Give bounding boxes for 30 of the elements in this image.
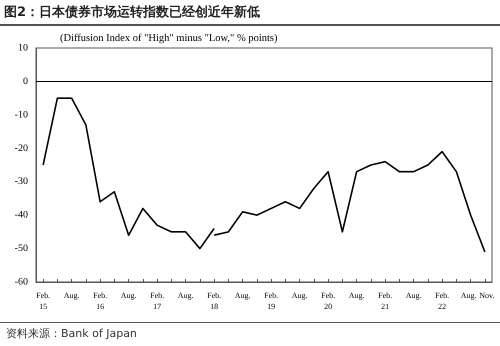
line-series bbox=[42, 97, 215, 250]
y-tick-label: -30 bbox=[14, 176, 28, 188]
x-tick-label: Feb. 19 bbox=[264, 291, 278, 311]
y-tick-label: -60 bbox=[14, 276, 28, 288]
x-tick-label: Aug. bbox=[292, 291, 308, 300]
x-tick-label: Aug. bbox=[348, 291, 365, 300]
x-tick-label: Feb. 18 bbox=[207, 291, 222, 311]
y-tick-label: -50 bbox=[14, 243, 28, 254]
y-tick-label: -10 bbox=[14, 109, 28, 120]
text: 资料来源：Bank of Japan bbox=[6, 326, 137, 341]
x-tick-label: Nov. bbox=[479, 291, 495, 300]
x-tick-label: Aug. bbox=[178, 291, 194, 300]
y-tick-label: -40 bbox=[14, 210, 28, 221]
y-tick-label: 10 bbox=[18, 42, 28, 54]
x-tick-label: Feb. 22 bbox=[435, 291, 450, 311]
x-tick-label: Aug. bbox=[460, 291, 477, 300]
y-tick-label: 0 bbox=[23, 76, 28, 87]
x-tick-label: Feb. 17 bbox=[150, 291, 164, 311]
x-tick-label: Feb. 21 bbox=[378, 291, 392, 311]
chart-title: 图2：日本债券市场运转指数已经创近年新低 bbox=[4, 4, 260, 21]
x-tick-label: Aug. bbox=[120, 291, 137, 300]
line-series bbox=[213, 150, 486, 253]
x-tick-label: Aug. bbox=[64, 291, 80, 300]
x-tick-label: Feb. 15 bbox=[36, 291, 50, 311]
y-tick-label: -20 bbox=[14, 142, 28, 154]
x-tick-label: Aug. bbox=[234, 291, 251, 300]
x-tick-label: Aug. bbox=[406, 291, 422, 300]
x-tick-label: Feb. 16 bbox=[93, 291, 108, 311]
y-axis-title: (Diffusion Index of "High" minus "Low," % points) bbox=[60, 33, 278, 44]
x-tick-label: Feb. 20 bbox=[321, 291, 336, 311]
